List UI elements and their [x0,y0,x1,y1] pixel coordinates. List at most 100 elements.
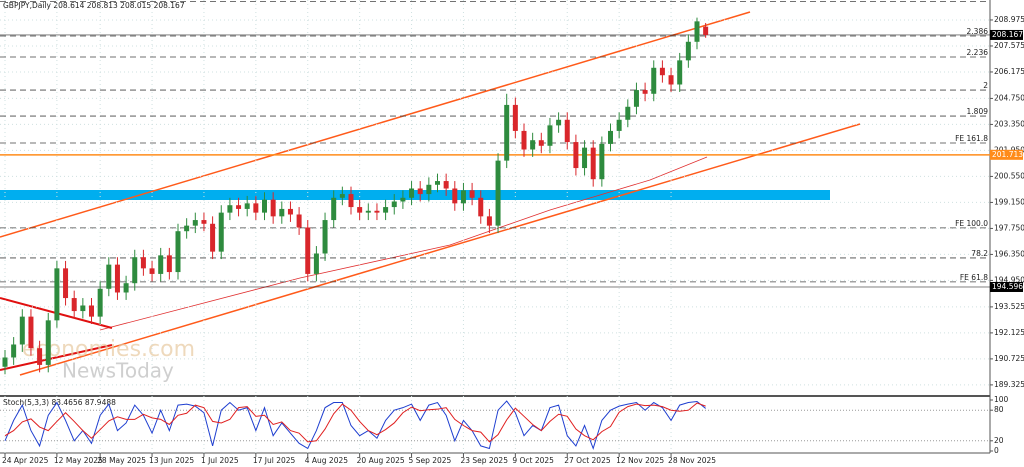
y-tick-label: 20 [994,436,1004,445]
candle-body [279,208,285,217]
candle-body [89,305,94,317]
candle-body [530,140,536,150]
y-tick-label: 197.750 [994,223,1024,232]
candle-body [28,316,34,349]
candle-body [63,268,69,299]
candle-body [19,316,25,345]
y-tick-label: 203.350 [994,119,1024,128]
stoch-line [4,400,706,450]
candle-body [348,194,354,208]
candle-body [313,253,319,274]
candle-body [11,344,17,358]
fibo-label: 2.386 [967,27,989,36]
x-tick-label: 20 Aug 2025 [357,456,405,465]
candle-body [582,147,588,169]
candle-body [158,255,164,274]
candle-body [37,348,43,365]
candle-body [54,268,60,321]
x-tick-label: 17 Jul 2025 [253,456,296,465]
y-tick-label: 207.575 [994,41,1024,50]
candle-body [132,257,138,284]
price-tag [990,281,1023,292]
candle-body [573,142,579,169]
candle-body [417,188,423,195]
candle-body [469,190,475,198]
y-tick-label: 199.150 [994,197,1024,206]
y-tick-label: 194.950 [994,275,1024,284]
candle-body [287,208,293,215]
price-tag-label: 208.167 [992,30,1023,39]
candle-body [218,212,224,252]
watermark-brand: economies.com [22,337,195,362]
x-tick-label: 13 Jun 2025 [149,456,194,465]
candle-body [642,90,648,94]
candle-body [331,197,337,221]
y-tick-label: 80 [994,405,1004,414]
candle-body [486,216,492,226]
price-tag-label: 194.596 [992,282,1023,291]
candle-body [357,207,363,213]
x-tick-label: 1 Jul 2025 [201,456,239,465]
candle-body [45,320,51,365]
candle-body [512,104,518,131]
candle-body [599,143,605,180]
candle-body [365,210,371,213]
fibo-label: FE 161.8 [955,134,988,143]
candle-body [478,197,484,217]
watermark-sub: NewsToday [62,359,174,383]
y-tick-label: 200.550 [994,171,1024,180]
y-tick-label: 0 [994,446,999,455]
candle-body [703,26,709,35]
candle-body [71,298,77,312]
channel-upper [0,11,751,238]
candle-body [668,75,674,85]
candle-body [244,203,250,209]
candle-body [123,283,129,293]
candle-body [616,119,622,131]
x-tick-label: 12 May 2025 [54,456,103,465]
support-zone [0,190,830,200]
candle-body [262,199,267,213]
fibo-label: 261.8 [967,0,989,1]
candle-body [443,181,449,189]
candle-body [625,106,631,120]
candle-body [452,188,458,204]
y-tick-label: 206.175 [994,67,1024,76]
x-tick-label: 4 Aug 2025 [305,456,348,465]
x-tick-label: 9 Oct 2025 [512,456,554,465]
candle-body [521,130,527,150]
x-tick-label: 12 Nov 2025 [616,456,664,465]
y-tick-label: 193.525 [994,302,1024,311]
fibo-label: 2 [983,81,988,90]
candle-body [409,188,415,198]
candle-body [253,203,259,213]
candle-body [460,190,466,204]
y-tick-label: 208.975 [994,15,1024,24]
candle-body [694,21,700,42]
candle-body [590,147,596,180]
y-tick-label: 190.725 [994,354,1024,363]
candle-body [504,104,510,161]
candle-body [538,140,544,146]
candle-body [651,67,657,94]
triangle-lower [0,344,113,371]
candle-body [140,257,146,269]
candle-body [564,119,570,143]
fibo-label: 2.236 [967,48,989,57]
fibo-label: 78.2 [971,249,988,258]
x-tick-label: 28 May 2025 [97,456,146,465]
y-tick-label: 192.125 [994,328,1024,337]
candle-body [227,205,233,213]
candle-body [391,201,397,208]
candle-body [192,220,198,226]
candle-body [80,305,86,312]
fibo-label: FE 61.8 [960,273,988,282]
candle-body [556,119,562,126]
chart-title: GBPJPY,Daily 208.614 208.813 208.015 208… [3,1,185,10]
candle-body [236,205,242,209]
candle-body [426,184,432,195]
candle-body [374,210,380,213]
candle-body [114,264,120,293]
